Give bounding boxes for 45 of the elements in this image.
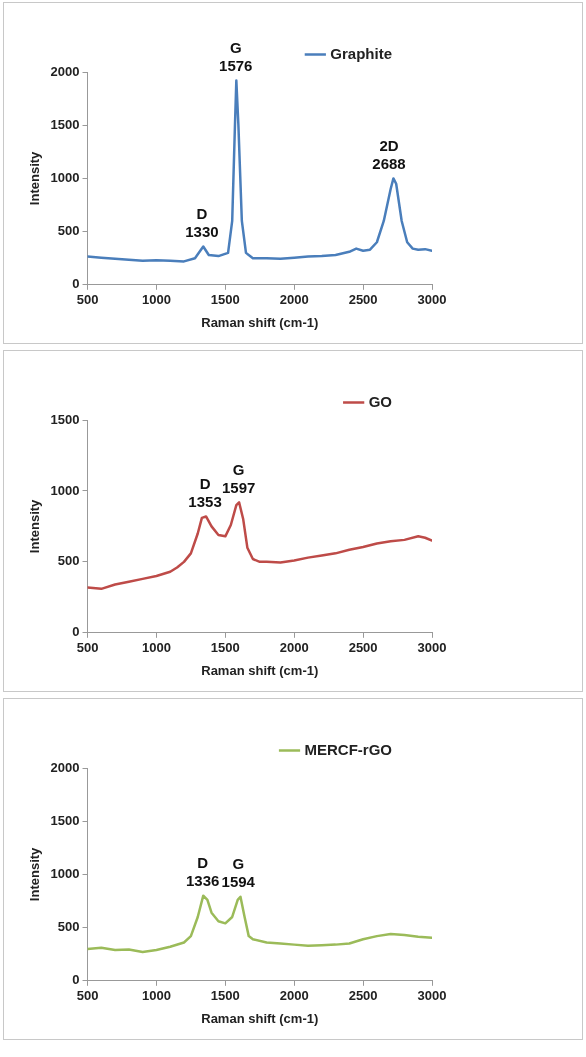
legend-label: GO — [368, 392, 393, 410]
annotation: D 1330 — [185, 205, 219, 241]
x-tick-label: 3000 — [417, 292, 447, 308]
x-tick-label: 2000 — [279, 292, 309, 308]
y-axis-title: Intensity — [27, 846, 43, 902]
x-tick-label: 2000 — [279, 640, 309, 656]
annotation: G 1597 — [221, 460, 256, 496]
annotation: D 1336 — [186, 854, 220, 890]
annotation: G 1576 — [219, 39, 253, 75]
y-tick-label: 0 — [72, 276, 80, 292]
annotation: 2D 2688 — [372, 137, 406, 173]
annotation: D 1353 — [188, 475, 222, 511]
x-tick-label: 2500 — [348, 988, 378, 1004]
x-axis-title: Raman shift (cm-1) — [201, 314, 319, 330]
y-tick-label: 500 — [57, 919, 80, 935]
y-tick-label: 1000 — [50, 865, 80, 881]
x-tick-label: 2500 — [348, 640, 378, 656]
x-tick-label: 1500 — [210, 640, 240, 656]
x-tick-label: 3000 — [417, 640, 447, 656]
x-axis-title: Raman shift (cm-1) — [201, 662, 319, 678]
y-tick-label: 1500 — [50, 411, 80, 427]
legend-label: Graphite — [330, 44, 393, 62]
y-tick-label: 1000 — [50, 169, 80, 185]
x-tick-label: 1000 — [141, 640, 171, 656]
y-tick-label: 500 — [57, 223, 80, 239]
y-axis-title: Intensity — [27, 150, 43, 206]
y-tick-label: 0 — [72, 624, 80, 640]
x-tick-label: 2500 — [348, 292, 378, 308]
x-tick-label: 1500 — [210, 988, 240, 1004]
x-tick-label: 1500 — [210, 292, 240, 308]
legend-label: MERCF-rGO — [304, 740, 393, 758]
x-axis-title: Raman shift (cm-1) — [201, 1010, 319, 1026]
y-tick-label: 1000 — [50, 482, 80, 498]
annotation: G 1594 — [221, 855, 256, 891]
y-tick-label: 2000 — [50, 759, 80, 775]
y-tick-label: 1500 — [50, 116, 80, 132]
y-axis-title: Intensity — [27, 498, 43, 554]
x-tick-label: 1000 — [141, 292, 171, 308]
y-tick-label: 500 — [57, 553, 80, 569]
y-tick-label: 1500 — [50, 812, 80, 828]
x-tick-label: 3000 — [417, 988, 447, 1004]
y-tick-label: 2000 — [50, 63, 80, 79]
y-tick-label: 0 — [72, 972, 80, 988]
x-tick-label: 1000 — [141, 988, 171, 1004]
x-tick-label: 2000 — [279, 988, 309, 1004]
